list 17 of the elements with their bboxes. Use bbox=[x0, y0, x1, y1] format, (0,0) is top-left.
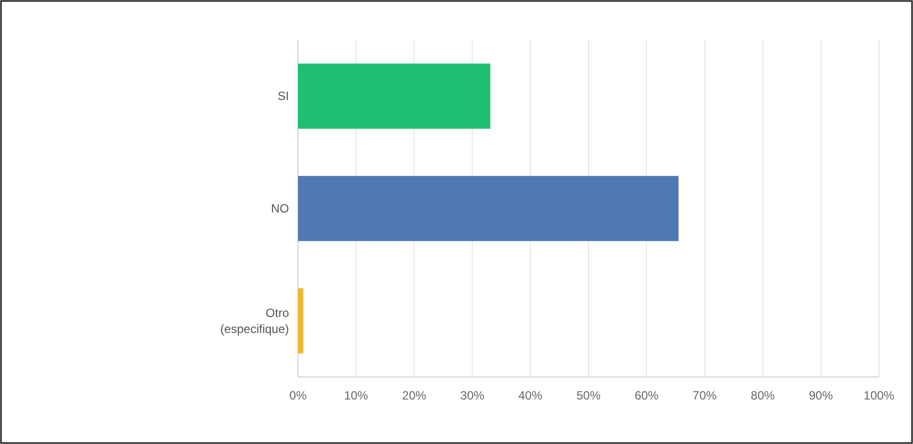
x-tick-label: 30% bbox=[460, 388, 485, 403]
y-tick-label: SI bbox=[278, 89, 289, 104]
x-tick-label: 70% bbox=[692, 388, 718, 403]
x-tick-label: 100% bbox=[864, 388, 895, 403]
x-tick-label: 40% bbox=[518, 388, 543, 403]
bar bbox=[298, 288, 304, 354]
x-tick-label: 20% bbox=[402, 388, 427, 403]
x-tick-label: 10% bbox=[344, 388, 368, 403]
y-tick-label: NO bbox=[271, 202, 289, 216]
bar bbox=[298, 64, 490, 129]
x-tick-label: 50% bbox=[576, 388, 601, 403]
x-tick-label: 60% bbox=[634, 388, 659, 403]
x-tick-label: 0% bbox=[289, 388, 307, 403]
x-tick-label: 80% bbox=[750, 388, 776, 403]
y-tick-label: Otro (especifique) bbox=[220, 306, 290, 336]
bar bbox=[298, 176, 679, 242]
x-tick-label: 90% bbox=[808, 388, 834, 403]
